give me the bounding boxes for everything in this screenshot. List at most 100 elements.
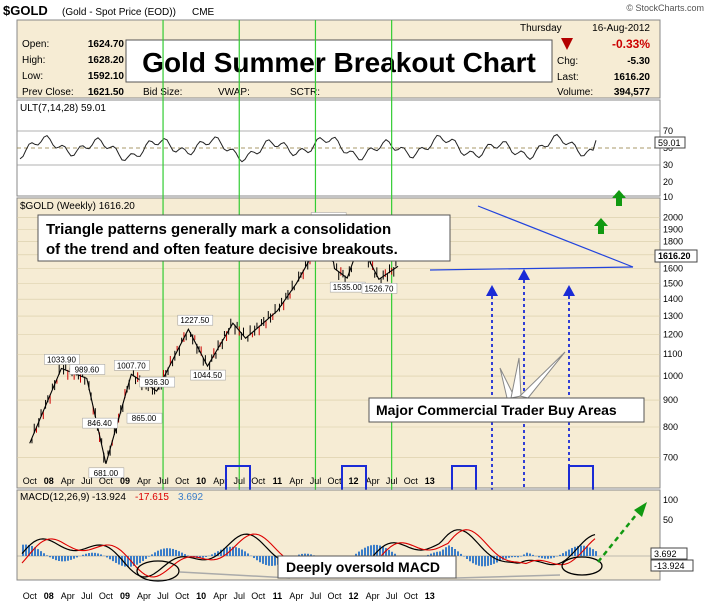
macd-hist-bar — [370, 545, 372, 556]
x-tick-label: Apr — [366, 476, 380, 486]
macd-hist-bar — [490, 556, 492, 565]
macd-hist-bar — [364, 547, 366, 556]
macd-hist-bar — [478, 556, 480, 566]
price-tick-label: 800 — [663, 422, 678, 432]
macd-hist-bar — [52, 556, 54, 559]
open-value: 1624.70 — [88, 39, 125, 50]
macd-hist-bar — [358, 551, 360, 556]
macd-hist-bar — [61, 556, 63, 562]
macd-hist-bar — [247, 553, 249, 556]
macd-hist-bar — [109, 556, 111, 560]
x-tick-label: 11 — [273, 591, 283, 601]
triangle-upper-line — [477, 205, 634, 268]
high-value: 1628.20 — [88, 55, 125, 66]
macd-hist-bar — [577, 545, 579, 556]
macd-hist-bar — [175, 549, 177, 556]
ohlc-block: Open: 1624.70 High: 1628.20 Low: 1592.10… — [22, 39, 320, 98]
point-label: 1227.50 — [180, 316, 209, 325]
macd-hist-bar — [67, 556, 69, 561]
callout-line — [179, 571, 291, 579]
exchange: CME — [192, 7, 215, 18]
green-up-arrow-icon — [594, 218, 608, 234]
macd-hist-bar — [241, 549, 243, 556]
x-axis-top: Oct 08 Apr Jul Oct 09 Apr Jul Oct 10 Apr Jul Oct 11 Ap… — [23, 476, 435, 486]
macd-value: -13.924 — [92, 492, 126, 503]
macd-hist-bar — [76, 556, 78, 558]
macd-hist-bar — [517, 556, 519, 558]
price-tick-label: 2000 — [663, 213, 683, 223]
x-tick-label: Apr — [61, 476, 75, 486]
ult-line — [19, 133, 597, 163]
macd-hist-bar — [85, 553, 87, 556]
macd-hist-bar — [43, 553, 45, 556]
oversold-circle — [136, 560, 180, 582]
x-tick-label: 09 — [120, 476, 130, 486]
price-value-tag — [654, 249, 698, 263]
macd-hist-bar — [460, 553, 462, 556]
open-label: Open: — [22, 39, 49, 50]
date-label: Thursday — [520, 23, 562, 34]
macd-hist-bar — [547, 556, 549, 559]
macd-hist-bar — [58, 556, 60, 561]
macd-hist-bar — [298, 554, 300, 556]
macd-hist-bar — [64, 556, 66, 562]
macd-hist-bar — [82, 554, 84, 556]
macd-hist-bar — [88, 553, 90, 556]
macd-hist-bar — [163, 548, 165, 556]
macd-hist-bar — [580, 545, 582, 556]
point-label: 1033.90 — [47, 355, 76, 364]
macd-hist-bar — [46, 555, 48, 556]
macd-hist-bar — [133, 556, 135, 566]
macd-hist-bar — [430, 553, 432, 556]
price-tick-label: 900 — [663, 395, 678, 405]
x-tick-label: Oct — [327, 476, 342, 486]
macd-hist-bar — [436, 551, 438, 556]
macd-annotation-text: Deeply oversold MACD — [286, 559, 440, 575]
price-tick-label: 1300 — [663, 311, 683, 321]
macd-hist-bar — [199, 556, 201, 559]
macd-hist-bar — [220, 549, 222, 556]
macd-hist-bar — [121, 556, 123, 566]
macd-hist-bar — [472, 556, 474, 564]
macd-hist-bar — [454, 549, 456, 556]
macd-hist-bar — [244, 551, 246, 556]
macd-hist-bar — [565, 551, 567, 556]
macd-hist-bar — [475, 556, 477, 565]
annotation-line-1: Triangle patterns generally mark a conso… — [46, 221, 391, 238]
symbol-description: (Gold - Spot Price (EOD)) — [62, 7, 176, 18]
macd-hist-bar — [106, 556, 108, 558]
macd-hist-bar — [37, 549, 39, 556]
macd-hist-bar — [166, 548, 168, 556]
x-tick-label: Oct — [404, 591, 419, 601]
macd-hist-bar — [301, 553, 303, 556]
macd-hist-bar — [34, 547, 36, 556]
ult-tick-label: 70 — [663, 126, 673, 136]
x-tick-label: 11 — [273, 476, 283, 486]
price-grid — [17, 217, 660, 458]
macd-annotation-box — [277, 555, 457, 579]
macd-tag-1-text: 3.692 — [654, 549, 677, 559]
macd-hist-bar — [232, 546, 234, 556]
macd-hist-bar — [97, 553, 99, 556]
point-label-box — [190, 369, 226, 381]
high-label: High: — [22, 55, 45, 66]
macd-hist-bar — [136, 556, 138, 565]
chart-title: Gold Summer Breakout Chart — [142, 47, 536, 78]
macd-hist-bar — [589, 547, 591, 556]
macd-hist-bar — [142, 556, 144, 562]
macd-hist-bar — [112, 556, 114, 562]
macd-hist-bar — [373, 544, 375, 556]
last-value: 1616.20 — [614, 72, 651, 83]
macd-hist-bar — [379, 545, 381, 556]
macd-hist-bar — [385, 548, 387, 556]
macd-hist-bar — [154, 552, 156, 556]
x-tick-label: Oct — [23, 591, 38, 601]
macd-tick-label: 100 — [663, 495, 678, 505]
macd-hist-bar — [493, 556, 495, 564]
chg-label: Chg: — [557, 56, 578, 67]
point-label: 846.40 — [87, 419, 112, 428]
macd-hist-bar — [307, 553, 309, 556]
macd-hist-bar — [310, 554, 312, 556]
x-tick-label: Jul — [81, 476, 93, 486]
macd-hist-bar — [271, 556, 273, 566]
